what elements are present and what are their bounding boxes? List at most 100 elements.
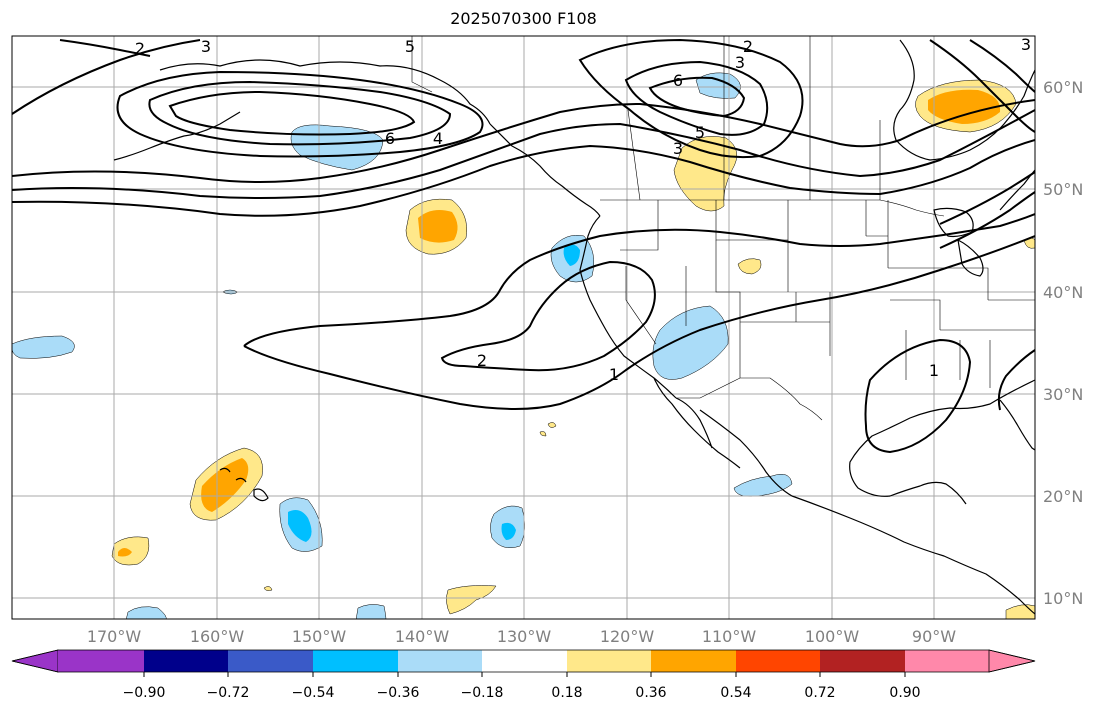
- colorbar-ticks: [143, 672, 906, 677]
- contour-label: 3: [1021, 35, 1031, 54]
- anomaly-pos-pacific-center-core: [418, 210, 458, 243]
- anomaly-neg-south1: [125, 606, 167, 619]
- colorbar-segment: [398, 650, 482, 672]
- contour-label-group: 2 3 5 6 6 4 2 3 6 3 5 3 2 1 1: [135, 35, 1031, 384]
- contour-low-3: [168, 90, 416, 136]
- colorbar-tick-label: −0.54: [292, 685, 335, 701]
- colorbar-tick-label: 0.36: [635, 685, 666, 701]
- colorbar-segment: [313, 650, 398, 672]
- us-canada-border: [600, 199, 945, 217]
- colorbar-segment: [58, 650, 144, 672]
- anomaly-neg-hawaii-east-core: [288, 510, 312, 542]
- contour-label: 5: [695, 123, 705, 142]
- contour-1-low: [243, 235, 1035, 410]
- anomaly-neg-south2: [355, 604, 387, 619]
- contour-canada-high-2: [624, 60, 769, 136]
- contour-label: 3: [735, 53, 745, 72]
- colorbar-tick-label: −0.90: [123, 685, 166, 701]
- anomaly-pos-speck2: [539, 431, 547, 437]
- gridlines: [12, 36, 1035, 619]
- lon-label: 170°W: [87, 627, 142, 646]
- contour-south-arc: [997, 349, 1035, 411]
- colorbar-segment: [820, 650, 905, 672]
- colorbar-tick-label: −0.36: [377, 685, 420, 701]
- contour-1: [243, 213, 1035, 347]
- lat-label: 60°N: [1043, 78, 1083, 97]
- contour-low-2: [148, 80, 452, 146]
- anomaly-pos-hawaii-west-core: [201, 458, 249, 512]
- lon-label: 150°W: [292, 627, 347, 646]
- anomaly-pos-utah: [737, 258, 762, 275]
- lon-label: 160°W: [190, 627, 245, 646]
- colorbar-tick-label: −0.18: [461, 685, 504, 701]
- contour-label: 2: [135, 39, 145, 58]
- contour-label: 6: [673, 71, 683, 90]
- alaska-canada-border: [411, 36, 433, 93]
- contour-label: 1: [929, 361, 939, 380]
- us-states-row2: [625, 240, 940, 378]
- political-borders: [411, 36, 1035, 421]
- contour-low-1: [116, 70, 484, 158]
- baja-coast: [653, 377, 741, 469]
- lon-label: 120°W: [600, 627, 655, 646]
- contour-2: [440, 260, 656, 372]
- colorbar: −0.90 −0.72 −0.54 −0.36 −0.18 0.18 0.36 …: [11, 649, 1036, 701]
- lon-label: 110°W: [702, 627, 757, 646]
- anomaly-pos-speck1: [547, 422, 557, 428]
- lon-label: 130°W: [497, 627, 552, 646]
- colorbar-segment: [651, 650, 736, 672]
- contour-canada-high-3: [648, 76, 746, 118]
- colorbar-segment: [144, 650, 228, 672]
- lat-label: 20°N: [1043, 487, 1083, 506]
- canada-provinces: [627, 36, 881, 201]
- colorbar-outline: [11, 649, 1036, 673]
- colorbar-tick-label: 0.72: [804, 685, 835, 701]
- alaska-coast: [113, 59, 491, 161]
- contour-label: 1: [609, 365, 619, 384]
- contour-label: 3: [673, 139, 683, 158]
- colorbar-over-arrow: [988, 649, 1036, 673]
- florida-coast: [999, 399, 1035, 451]
- gulf-coast: [849, 379, 1035, 505]
- lat-tick-labels: 60°N 50°N 40°N 30°N 20°N 10°N: [1043, 78, 1083, 608]
- contour-label: 6: [385, 129, 395, 148]
- us-mexico-border: [676, 377, 823, 421]
- colorbar-tick-label: 0.54: [720, 685, 751, 701]
- lat-label: 30°N: [1043, 385, 1083, 404]
- contour-ne-3: [939, 171, 1035, 225]
- contour-north-2: [12, 109, 1035, 199]
- contour-gulf-high: [864, 338, 972, 454]
- lon-label: 100°W: [805, 627, 860, 646]
- contour-label: 4: [433, 129, 443, 148]
- contour-north-3: [12, 139, 1035, 217]
- hudson-bay: [893, 39, 1035, 161]
- us-states-row3: [890, 267, 1035, 388]
- lat-label: 50°N: [1043, 180, 1083, 199]
- us-states-row1: [620, 200, 889, 292]
- contour-north-arc: [12, 39, 201, 115]
- anomaly-pos-hudson-core: [928, 89, 1001, 124]
- lat-label: 10°N: [1043, 589, 1083, 608]
- lon-tick-labels: 170°W 160°W 150°W 140°W 130°W 120°W 110°…: [87, 627, 956, 646]
- mexico-west-coast: [699, 409, 1035, 615]
- anomaly-neg-southwest: [652, 305, 729, 380]
- contour-lines: [12, 38, 1035, 454]
- lat-label: 40°N: [1043, 283, 1083, 302]
- colorbar-tick-label: 0.90: [889, 685, 920, 701]
- anomaly-neg-oregon-core: [563, 244, 580, 266]
- colorbar-segment: [482, 650, 567, 672]
- contour-label: 3: [201, 37, 211, 56]
- colorbar-segment: [905, 650, 989, 672]
- colorbar-segment: [736, 650, 820, 672]
- contour-ne-4: [939, 191, 1035, 249]
- anomaly-neg-central-pacific: [12, 335, 75, 359]
- colorbar-under-arrow: [11, 649, 59, 673]
- map-frame: [11, 35, 1036, 620]
- map-title: 2025070300 F108: [450, 9, 597, 28]
- lon-label: 90°W: [912, 627, 956, 646]
- anomaly-pos-south-central: [446, 585, 497, 615]
- colorbar-tick-label: 0.18: [551, 685, 582, 701]
- contour-label: 2: [477, 351, 487, 370]
- contour-ne-1: [929, 39, 1035, 133]
